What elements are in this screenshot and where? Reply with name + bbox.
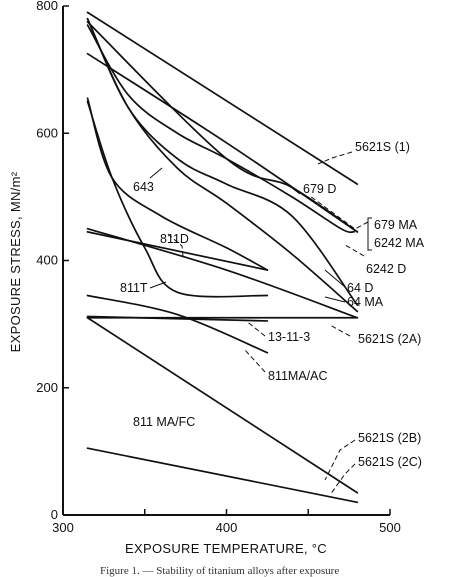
curve-643 [86,97,269,271]
curve-811ma-ac [86,294,269,354]
curve-6242-ma [86,52,359,233]
series-label-13-11-3: 13-11-3 [268,330,310,344]
bracket-679ma-6242ma [367,217,372,251]
curve-64-ma [86,227,359,319]
series-label-643: 643 [133,180,154,194]
y-tick-label-800: 800 [36,0,58,13]
curve-64-d [86,17,359,313]
series-label-811ma-ac: 811MA/AC [268,369,328,383]
curve-679-ma [86,24,355,234]
leader-64ma [324,296,346,303]
leader-5621s-1 [317,151,353,165]
figure-caption: Figure 1. — Stability of titanium alloys… [100,565,339,577]
x-axis-label: EXPOSURE TEMPERATURE, °C [125,541,327,556]
series-label-5621s-1-: 5621S (1) [355,140,410,154]
series-label-679-ma: 679 MA [374,218,418,232]
curve-5621s-2b- [86,447,359,504]
series-label-5621s-2c-: 5621S (2C) [358,455,422,469]
leader-6242d [344,244,365,257]
series-label-5621s-2a-: 5621S (2A) [358,332,421,346]
leader-811t [149,281,167,289]
curve-5621s-1- [86,11,359,185]
x-tick-label-400: 400 [216,520,238,535]
curve-811-ma-fc [86,316,359,494]
label-leaders [149,151,372,496]
series-label-811d: 811D [160,232,189,246]
y-tick-label-400: 400 [36,253,58,268]
curve-13-11-3 [86,315,269,322]
x-tick-label-500: 500 [379,520,401,535]
leader-5621s-2c [329,463,356,496]
series-label-6242-ma: 6242 MA [374,236,425,250]
leader-5621s-2a [329,324,351,337]
curve-811d [86,231,269,271]
leader-643 [149,167,163,179]
series-labels: 5621S (1) 679 D 679 MA 6242 MA 6242 D 64 D64 … [120,140,425,469]
leader-679d [291,187,301,195]
series-label-6242-d: 6242 D [366,262,406,276]
leader-811maac [244,349,266,373]
series-label-679-d: 679 D [303,182,336,196]
y-tick-label-600: 600 [36,125,58,140]
leader-64d [324,269,346,288]
y-tick-label-200: 200 [36,380,58,395]
leader-811d [167,233,184,257]
series-label-64-ma: 64 MA [347,295,384,309]
y-axis-label: EXPOSURE STRESS, MN/m² [8,171,23,352]
axis-ticks: 0 200 400 600 800 300 400 500 [36,0,401,535]
series-label-811-ma-fc: 811 MA/FC [133,415,195,429]
data-curves [86,11,359,504]
y-tick-label-0: 0 [51,507,58,522]
series-label-5621s-2b-: 5621S (2B) [358,431,421,445]
leader-679ma [309,195,369,230]
x-tick-label-300: 300 [52,520,74,535]
leader-13-11-3 [244,319,266,337]
curve-6242-d [86,17,359,306]
series-label-64-d: 64 D [347,281,373,295]
leader-5621s-2b [324,439,356,481]
curve-811t [86,100,269,298]
series-label-811t: 811T [120,281,148,295]
